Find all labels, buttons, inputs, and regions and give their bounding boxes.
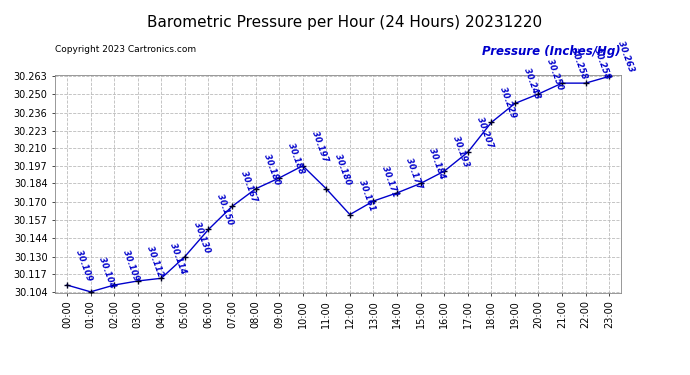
Text: 30.193: 30.193 [451,135,471,168]
Text: Barometric Pressure per Hour (24 Hours) 20231220: Barometric Pressure per Hour (24 Hours) … [148,15,542,30]
Text: 30.180: 30.180 [333,152,353,186]
Text: 30.112: 30.112 [145,244,164,278]
Text: Pressure (Inches/Hg): Pressure (Inches/Hg) [482,45,621,58]
Text: 30.258: 30.258 [593,47,612,80]
Text: 30.114: 30.114 [168,242,188,276]
Text: 30.197: 30.197 [310,129,329,163]
Text: 30.207: 30.207 [475,116,494,150]
Text: 30.243: 30.243 [522,67,542,100]
Text: 30.109: 30.109 [121,249,141,282]
Text: 30.177: 30.177 [404,156,424,190]
Text: 30.263: 30.263 [616,40,635,74]
Text: 30.167: 30.167 [239,170,259,204]
Text: 30.150: 30.150 [215,193,235,227]
Text: 30.250: 30.250 [545,58,565,91]
Text: 30.161: 30.161 [357,178,377,212]
Text: 30.180: 30.180 [262,152,282,186]
Text: 30.104: 30.104 [97,255,117,289]
Text: 30.258: 30.258 [569,47,589,80]
Text: 30.109: 30.109 [74,249,94,282]
Text: 30.184: 30.184 [428,147,447,181]
Text: Copyright 2023 Cartronics.com: Copyright 2023 Cartronics.com [55,45,197,54]
Text: 30.229: 30.229 [498,86,518,120]
Text: 30.130: 30.130 [192,220,211,254]
Text: 30.171: 30.171 [380,165,400,198]
Text: 30.188: 30.188 [286,142,306,175]
